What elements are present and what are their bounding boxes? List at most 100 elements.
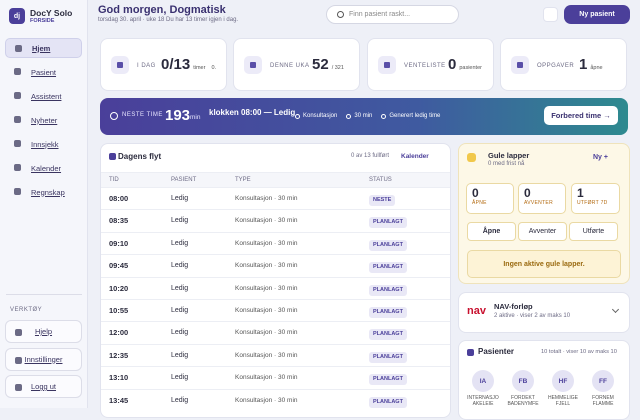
notes-subtitle: 0 med frist nå <box>488 161 525 167</box>
patient-avatar[interactable]: IA INTERNASJO AKELEIE <box>463 370 503 407</box>
nav-icon <box>15 45 22 52</box>
stat-icon <box>511 56 529 74</box>
cell: Ledig <box>171 351 189 359</box>
patient-name: HEMMELIGE FJELL <box>547 395 578 407</box>
nav-icon <box>14 116 21 123</box>
cell: Ledig <box>171 396 189 404</box>
notes-icon <box>467 153 476 162</box>
new-note[interactable]: Ny + <box>593 154 608 161</box>
logo: dj <box>9 8 25 24</box>
notes-title: Gule lapper <box>488 151 530 160</box>
counter-label: UTFØRT 7D <box>577 200 608 206</box>
column-header: PASIENT <box>171 177 197 183</box>
table-row[interactable]: 12:00 Ledig Konsultasjon · 30 min PLANLAGT <box>101 321 450 343</box>
cell: 08:00 <box>109 194 129 203</box>
nav-item[interactable]: Nyheter <box>5 110 82 130</box>
patient-name: FORNEM FLAMME <box>592 395 614 407</box>
note-tab[interactable]: Utførte <box>569 222 618 241</box>
flow-title: Dagens flyt <box>118 152 162 161</box>
table-row[interactable]: 09:10 Ledig Konsultasjon · 30 min PLANLAGT <box>101 231 450 254</box>
page: dj DocY Solo FORSIDE VERKTØY Hjem Pasient… <box>5 0 630 420</box>
nav-item[interactable]: Hjem <box>5 38 82 58</box>
nav-label: Nyheter <box>31 115 58 125</box>
stat-value: 0/13 <box>161 56 191 73</box>
table-row[interactable]: 13:10 Ledig Konsultasjon · 30 min PLANLAGT <box>101 366 450 388</box>
tool-icon <box>15 356 22 364</box>
stat-icon <box>378 56 396 74</box>
cell: Konsultasjon · 30 min <box>235 195 298 202</box>
search[interactable]: Finn pasient raskt... <box>326 5 459 24</box>
note-tab[interactable]: Avventer <box>518 222 567 241</box>
stat-value: 52 <box>312 56 329 73</box>
tool-button[interactable]: Logg ut <box>5 375 82 398</box>
tool-button[interactable]: Innstillinger <box>5 347 82 371</box>
cell: Konsultasjon · 30 min <box>235 396 298 404</box>
nav-item[interactable]: Assistent <box>5 86 82 106</box>
cell: 12:35 <box>109 350 129 360</box>
flow-icon <box>109 153 116 160</box>
cell: PLANLAGT <box>369 374 407 386</box>
table-row[interactable]: 08:00 Ledig Konsultasjon · 30 min NESTE <box>101 187 450 209</box>
calendar-link[interactable]: Kalender <box>401 153 429 160</box>
cell: Konsultasjon · 30 min <box>235 307 298 314</box>
tool-label: Innstillinger <box>24 354 63 364</box>
stat-value-group: 52/ 321 <box>312 56 344 73</box>
table-row[interactable]: 08:35 Ledig Konsultasjon · 30 min PLANLAGT <box>101 209 450 231</box>
table-row[interactable]: 09:45 Ledig Konsultasjon · 30 min PLANLAGT <box>101 254 450 276</box>
nav-label: Pasient <box>31 67 57 77</box>
initials: HF <box>552 370 574 392</box>
new-patient-button[interactable]: Ny pasient <box>564 5 630 24</box>
stat-value-group: 0/13 timer 0. <box>161 56 216 73</box>
nav-item[interactable]: Pasient <box>5 62 82 82</box>
table-row[interactable]: 13:45 Ledig Konsultasjon · 30 min PLANLAGT <box>101 388 450 411</box>
cell: 13:45 <box>109 395 129 405</box>
patient-name: FORDEKT BADENYMFE <box>507 395 539 407</box>
next-banner: NESTE TIME 193 min klokken 08:00 — Ledig… <box>100 98 628 135</box>
patient-avatar[interactable]: FB FORDEKT BADENYMFE <box>503 370 543 407</box>
divider <box>6 294 82 295</box>
nav-item[interactable]: Regnskap <box>5 182 82 202</box>
table-row[interactable]: 10:20 Ledig Konsultasjon · 30 min PLANLAGT <box>101 276 450 299</box>
nav-item[interactable]: Kalender <box>5 158 82 178</box>
nav-icon <box>14 92 21 99</box>
stat-card: DENNE UKA 52/ 321 <box>233 38 360 91</box>
counter-label: AVVENTER <box>524 200 553 206</box>
cell: Konsultasjon · 30 min <box>235 239 298 247</box>
cell: 12:00 <box>109 328 129 338</box>
clock-icon <box>110 112 118 120</box>
initials: FF <box>592 370 614 392</box>
tag-icon <box>346 113 352 119</box>
tool-button[interactable]: Hjelp <box>5 320 82 343</box>
prepare-button[interactable]: Forbered time → <box>544 106 618 125</box>
note-counter: 0 ÅPNE <box>466 183 514 214</box>
nav-icon <box>14 140 21 147</box>
notes-empty: Ingen aktive gule lapper. <box>467 250 621 278</box>
stat-value: 0 <box>448 56 457 73</box>
table-header: TID PASIENT TYPE STATUS <box>101 172 450 187</box>
trash-button[interactable] <box>543 7 558 22</box>
next-tag: Konsultasjon <box>295 113 337 119</box>
stat-unit: / 321 <box>331 65 344 71</box>
patient-avatar[interactable]: HF HEMMELIGE FJELL <box>543 370 583 407</box>
tag-text: 30 min <box>354 113 373 119</box>
table-row[interactable]: 12:35 Ledig Konsultasjon · 30 min PLANLAGT <box>101 343 450 366</box>
nav-card[interactable]: nav NAV-forløp 2 aktive · viser 2 av mak… <box>458 292 630 333</box>
column-header: STATUS <box>369 177 392 183</box>
flow-progress: 0 av 13 fullført <box>351 153 390 159</box>
chevron <box>611 305 620 314</box>
table-row[interactable]: 10:55 Ledig Konsultasjon · 30 min PLANLAGT <box>101 299 450 321</box>
cell: PLANLAGT <box>369 329 407 341</box>
cell: Ledig <box>171 329 189 337</box>
note-tab[interactable]: Åpne <box>467 222 516 241</box>
cell: PLANLAGT <box>369 239 407 251</box>
counter-label: ÅPNE <box>472 200 487 206</box>
stat-unit: åpne <box>590 65 603 71</box>
nav-item[interactable]: Innsjekk <box>5 134 82 154</box>
tag-icon <box>381 113 387 119</box>
flow-card: Dagens flyt 0 av 13 fullført Kalender TI… <box>100 143 451 418</box>
initials: FB <box>512 370 534 392</box>
patient-avatar[interactable]: FF FORNEM FLAMME <box>583 370 623 407</box>
cell: 09:10 <box>109 238 129 248</box>
cell: Konsultasjon · 30 min <box>235 262 298 270</box>
patient-name: INTERNASJO AKELEIE <box>467 395 499 407</box>
